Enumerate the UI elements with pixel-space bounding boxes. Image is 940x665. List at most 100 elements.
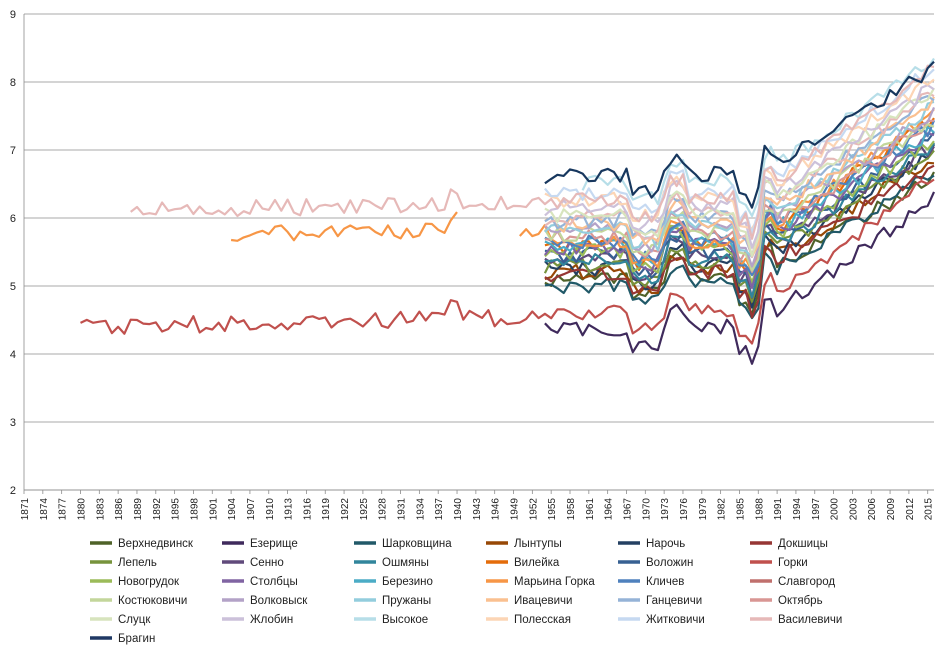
series-line: [544, 174, 935, 320]
y-tick-label: 3: [10, 417, 16, 429]
x-tick-label: 2006: [867, 498, 878, 521]
legend-label: Брагин: [118, 633, 155, 645]
legend: Верхнедвинск Езерище Шарковщина Лынтупы Наро…: [90, 538, 842, 645]
x-tick-label: 1889: [133, 498, 144, 521]
x-tick-label: 1874: [39, 498, 50, 521]
legend-label: Ганцевичи: [646, 595, 702, 607]
x-tick-label: 1904: [227, 498, 238, 521]
x-tick-label: 1964: [604, 498, 615, 521]
x-tick-label: 1952: [528, 498, 539, 521]
x-tick-label: 1931: [397, 498, 408, 521]
x-tick-label: 1985: [735, 498, 746, 521]
x-tick-label: 1958: [566, 498, 577, 521]
legend-label: Ивацевичи: [514, 595, 572, 607]
legend-label: Лепель: [118, 557, 157, 569]
x-tick-label: 1895: [171, 498, 182, 521]
series-line: [544, 191, 936, 365]
gridlines: [24, 13, 934, 491]
x-tick-label: 1916: [302, 498, 313, 521]
x-tick-label: 1886: [114, 498, 125, 521]
series-line: [543, 123, 935, 272]
legend-label: Славгород: [778, 576, 835, 588]
x-tick-label: 1940: [453, 498, 464, 521]
x-tick-label: 2000: [830, 498, 841, 521]
legend-label: Докшицы: [778, 538, 828, 550]
legend-label: Езерище: [250, 538, 298, 550]
legend-label: Волковыск: [250, 595, 308, 607]
series-line: [130, 64, 935, 240]
series-line: [581, 57, 935, 218]
x-tick-label: 1928: [378, 498, 389, 521]
series-line: [544, 142, 935, 299]
x-tick-label: 1937: [434, 498, 445, 521]
legend-label: Высокое: [382, 614, 428, 626]
legend-label: Василевичи: [778, 614, 842, 626]
legend-label: Кличев: [646, 576, 684, 588]
legend-label: Марьина Горка: [514, 576, 595, 588]
legend-label: Лынтупы: [514, 538, 562, 550]
x-axis-ticks: 1871 1874 1877 1880 1883 1886 1889 1892 1895 1898…: [20, 490, 935, 520]
legend-label: Нарочь: [646, 538, 685, 550]
legend-label: Воложин: [646, 557, 693, 569]
x-tick-label: 1949: [510, 498, 521, 521]
x-tick-label: 1910: [265, 498, 276, 521]
y-axis-ticks: 2 3 4 5 6 7 8 9: [10, 9, 16, 497]
legend-label: Сенно: [250, 557, 284, 569]
legend-label: Костюковичи: [118, 595, 187, 607]
x-tick-label: 1898: [189, 498, 200, 521]
legend-label: Октябрь: [778, 595, 823, 607]
x-tick-label: 1976: [679, 498, 690, 521]
y-tick-label: 6: [10, 213, 16, 225]
x-tick-label: 1913: [284, 498, 295, 521]
series-line: [80, 178, 935, 345]
y-tick-label: 2: [10, 485, 16, 497]
y-tick-label: 9: [10, 9, 16, 21]
x-tick-label: 1880: [76, 498, 87, 521]
x-tick-label: 2009: [886, 498, 897, 521]
x-tick-label: 1970: [641, 498, 652, 521]
legend-label: Слуцк: [118, 614, 151, 626]
axes: [23, 14, 934, 491]
legend-label: Житковичи: [646, 614, 705, 626]
x-tick-label: 1982: [717, 498, 728, 521]
series-line: [544, 96, 935, 258]
y-tick-label: 5: [10, 281, 16, 293]
x-tick-label: 2012: [905, 498, 916, 521]
x-tick-label: 1946: [491, 498, 502, 521]
x-tick-label: 1883: [95, 498, 106, 521]
x-tick-label: 1901: [208, 498, 219, 521]
legend-label: Новогрудок: [118, 576, 180, 588]
y-tick-label: 8: [10, 77, 16, 89]
series-line: [544, 132, 935, 289]
x-tick-label: 1997: [811, 498, 822, 521]
x-tick-label: 1907: [246, 498, 257, 521]
legend-label: Полесская: [514, 614, 571, 626]
legend-label: Пружаны: [382, 595, 431, 607]
legend-label: Жлобин: [250, 614, 293, 626]
legend-label: Ошмяны: [382, 557, 429, 569]
x-tick-label: 1955: [547, 498, 558, 521]
x-tick-label: 1943: [472, 498, 483, 521]
x-tick-label: 1973: [660, 498, 671, 521]
y-tick-label: 7: [10, 145, 16, 157]
y-tick-label: 4: [10, 349, 16, 361]
series-line: [544, 164, 935, 319]
x-tick-label: 1967: [622, 498, 633, 521]
legend-label: Горки: [778, 557, 808, 569]
x-tick-label: 1871: [20, 498, 31, 521]
x-tick-label: 1979: [698, 498, 709, 521]
series-line: [544, 91, 935, 258]
x-tick-label: 1925: [359, 498, 370, 521]
series-lines: [80, 57, 936, 365]
series-line: [544, 87, 935, 257]
series-line: [544, 119, 936, 277]
x-tick-label: 1961: [585, 498, 596, 521]
legend-label: Шарковщина: [382, 538, 452, 550]
x-tick-label: 1892: [152, 498, 163, 521]
legend-label: Вилейка: [514, 557, 560, 569]
x-tick-label: 1919: [321, 498, 332, 521]
legend-label: Столбцы: [250, 576, 298, 588]
x-tick-label: 1991: [773, 498, 784, 521]
x-tick-label: 1934: [415, 498, 426, 521]
